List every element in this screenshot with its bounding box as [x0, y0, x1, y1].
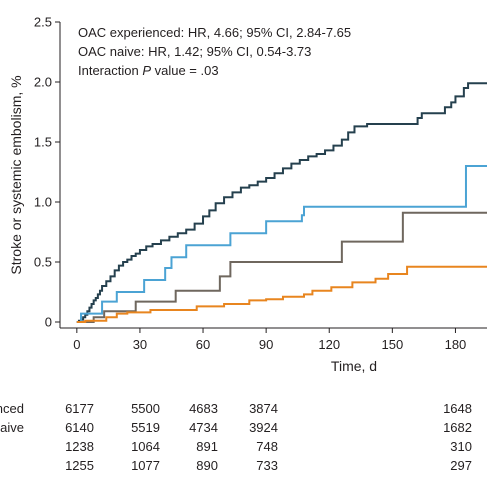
at-risk-table: OAC experienced 6177 5500 4683 3874 1648 OAC n…	[0, 401, 472, 473]
y-tick-label: 2.5	[34, 15, 52, 30]
series-line-1	[76, 82, 487, 323]
annotation-layer: OAC experienced: HR, 4.66; 95% CI, 2.84-…	[78, 25, 351, 78]
x-tick-label: 0	[73, 337, 80, 352]
risk-value: 1648	[443, 401, 472, 416]
annotation-line: OAC naive: HR, 1.42; 95% CI, 0.54-3.73	[78, 44, 311, 59]
risk-row-label: OAC experienced	[0, 401, 24, 416]
risk-value: 5500	[131, 401, 160, 416]
series-line-2	[76, 165, 487, 323]
y-tick-label: 0.5	[34, 255, 52, 270]
risk-value: 890	[196, 458, 218, 473]
risk-value: 1077	[131, 458, 160, 473]
series-line-3	[76, 211, 487, 323]
series-layer	[76, 82, 487, 323]
risk-value: 4683	[189, 401, 218, 416]
x-tick-label: 30	[133, 337, 147, 352]
risk-value: 6140	[65, 420, 94, 435]
risk-value: 310	[450, 439, 472, 454]
x-tick-label: 120	[318, 337, 340, 352]
x-tick-label: 90	[259, 337, 273, 352]
axes: 0 0.5 1.0 1.5 2.0 2.5 0 30 60 90 120 150 180	[34, 15, 487, 352]
x-axis-label: Time, d	[331, 358, 377, 374]
x-tick-label: 60	[196, 337, 210, 352]
risk-value: 1064	[131, 439, 160, 454]
risk-value: 5519	[131, 420, 160, 435]
y-tick-label: 1.5	[34, 135, 52, 150]
x-tick-label: 180	[445, 337, 467, 352]
risk-value: 733	[256, 458, 278, 473]
x-tick-label: 150	[381, 337, 403, 352]
annotation-line: OAC experienced: HR, 4.66; 95% CI, 2.84-…	[78, 25, 351, 40]
risk-value: 1238	[65, 439, 94, 454]
y-tick-label: 0	[45, 315, 52, 330]
risk-row-label: OAC naive	[0, 420, 24, 435]
y-tick-label: 1.0	[34, 195, 52, 210]
annotation-line: Interaction P value = .03	[78, 63, 219, 78]
y-tick-label: 2.0	[34, 75, 52, 90]
risk-value: 4734	[189, 420, 218, 435]
risk-value: 3874	[249, 401, 278, 416]
risk-value: 748	[256, 439, 278, 454]
risk-value: 6177	[65, 401, 94, 416]
series-line-4	[76, 265, 487, 323]
risk-value: 3924	[249, 420, 278, 435]
y-axis-label: Stroke or systemic embolism, %	[8, 75, 24, 274]
risk-value: 297	[450, 458, 472, 473]
risk-value: 1255	[65, 458, 94, 473]
risk-value: 1682	[443, 420, 472, 435]
risk-value: 891	[196, 439, 218, 454]
